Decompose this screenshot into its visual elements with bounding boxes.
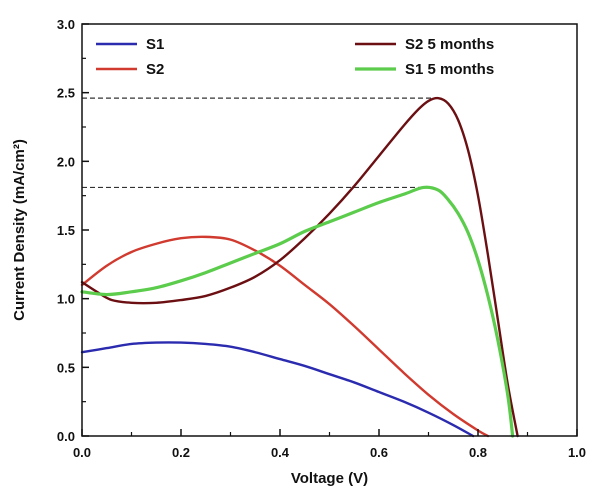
series-line-s1-5-months <box>80 185 515 438</box>
y-tick-label: 3.0 <box>57 17 75 32</box>
series-line-s2 <box>80 235 490 438</box>
x-tick-label: 0.0 <box>73 445 91 460</box>
y-tick-label: 1.5 <box>57 223 75 238</box>
series-line-s2-5-months <box>80 96 519 438</box>
reference-lines <box>82 97 439 189</box>
y-tick-label: 1.0 <box>57 292 75 307</box>
legend: S1 S2 S2 5 months S1 5 months <box>96 36 494 78</box>
legend-label-s2-5-months: S2 5 months <box>405 36 494 53</box>
y-axis-title: Current Density (mA/cm²) <box>11 139 28 321</box>
y-tick-label: 2.0 <box>57 154 75 169</box>
x-tick-label: 0.6 <box>370 445 388 460</box>
tick-labels: 0.0 0.2 0.4 0.6 0.8 1.0 0.0 0.5 1.0 1.5 2.0 2.5 3.0 <box>57 17 586 460</box>
x-tick-label: 1.0 <box>568 445 586 460</box>
x-tick-label: 0.8 <box>469 445 487 460</box>
y-tick-label: 2.5 <box>57 86 75 101</box>
y-tick-label: 0.0 <box>57 429 75 444</box>
y-tick-label: 0.5 <box>57 360 75 375</box>
legend-label-s1: S1 <box>146 36 164 53</box>
series-lines <box>80 96 519 438</box>
plot-frame <box>81 23 578 437</box>
x-tick-label: 0.2 <box>172 445 190 460</box>
legend-label-s2: S2 <box>146 61 164 78</box>
x-axis-title: Voltage (V) <box>291 470 368 487</box>
series-line-s1 <box>80 341 475 438</box>
legend-label-s1-5-months: S1 5 months <box>405 61 494 78</box>
x-tick-label: 0.4 <box>271 445 290 460</box>
